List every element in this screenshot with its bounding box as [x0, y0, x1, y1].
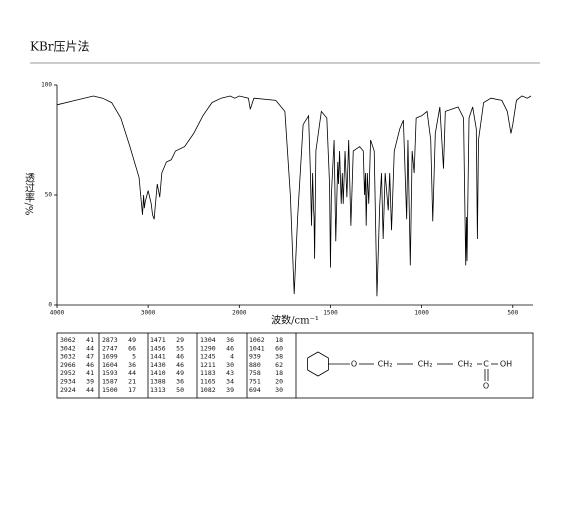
- peak-wavenumber: 1313: [150, 386, 166, 394]
- peak-transmittance: 30: [226, 361, 234, 369]
- peak-wavenumber: 1500: [102, 386, 118, 394]
- peak-transmittance: 46: [226, 344, 234, 352]
- peak-wavenumber: 1388: [150, 378, 166, 386]
- peak-transmittance: 36: [226, 336, 234, 344]
- peak-wavenumber: 2952: [60, 369, 76, 377]
- peak-transmittance: 21: [128, 378, 136, 386]
- peak-transmittance: 18: [275, 369, 283, 377]
- peak-wavenumber: 751: [249, 378, 261, 386]
- x-axis-label: 波数/cm⁻¹: [271, 314, 319, 327]
- peak-transmittance: 44: [86, 386, 94, 394]
- peak-transmittance: 46: [176, 353, 184, 361]
- peak-wavenumber: 1471: [150, 336, 166, 344]
- peak-wavenumber: 1211: [200, 361, 216, 369]
- peak-wavenumber: 1082: [200, 386, 216, 394]
- peak-transmittance: 47: [86, 353, 94, 361]
- peak-wavenumber: 758: [249, 369, 261, 377]
- peak-wavenumber: 2747: [102, 344, 118, 352]
- peak-transmittance: 55: [176, 344, 184, 352]
- peak-transmittance: 50: [176, 386, 184, 394]
- peak-wavenumber: 1183: [200, 369, 216, 377]
- y-tick-label: 50: [45, 192, 53, 199]
- peak-wavenumber: 2924: [60, 386, 76, 394]
- peak-transmittance: 62: [275, 361, 283, 369]
- peak-transmittance: 18: [275, 336, 283, 344]
- peak-transmittance: 41: [86, 336, 94, 344]
- peak-transmittance: 66: [128, 344, 136, 352]
- peak-transmittance: 60: [275, 344, 283, 352]
- peak-wavenumber: 1430: [150, 361, 166, 369]
- peak-wavenumber: 1165: [200, 378, 216, 386]
- peak-transmittance: 46: [176, 361, 184, 369]
- peak-wavenumber: 694: [249, 386, 261, 394]
- peak-transmittance: 49: [176, 369, 184, 377]
- peak-wavenumber: 1456: [150, 344, 166, 352]
- peak-transmittance: 41: [86, 369, 94, 377]
- peak-wavenumber: 3042: [60, 344, 76, 352]
- x-tick-label: 2000: [232, 310, 247, 317]
- y-tick-label: 0: [48, 302, 52, 309]
- structure: [307, 351, 498, 381]
- x-tick-label: 1000: [414, 310, 429, 317]
- y-axis-label: 透过率/%: [23, 172, 35, 215]
- peak-wavenumber: 2966: [60, 361, 76, 369]
- peak-transmittance: 49: [128, 336, 136, 344]
- structure-label: CH₂: [378, 360, 393, 369]
- peak-wavenumber: 3032: [60, 353, 76, 361]
- peak-wavenumber: 1604: [102, 361, 118, 369]
- x-tick-label: 1500: [323, 310, 338, 317]
- x-tick-label: 500: [507, 310, 518, 317]
- structure-label: OH: [500, 360, 512, 369]
- peak-wavenumber: 1587: [102, 378, 118, 386]
- peak-wavenumber: 1304: [200, 336, 216, 344]
- benzene-ring: [307, 351, 329, 377]
- peak-transmittance: 46: [86, 361, 94, 369]
- peak-transmittance: 44: [86, 344, 94, 352]
- structure-label: CH₂: [418, 360, 433, 369]
- peak-transmittance: 5: [132, 353, 136, 361]
- peak-wavenumber: 3062: [60, 336, 76, 344]
- chart-title: KBr压片法: [30, 40, 90, 54]
- spectrum-line: [56, 95, 532, 297]
- peak-transmittance: 36: [128, 361, 136, 369]
- peak-wavenumber: 1062: [249, 336, 265, 344]
- peak-transmittance: 39: [226, 386, 234, 394]
- peak-transmittance: 30: [275, 386, 283, 394]
- y-tick-label: 100: [41, 82, 52, 89]
- peak-wavenumber: 1041: [249, 344, 265, 352]
- peak-wavenumber: 1245: [200, 353, 216, 361]
- peak-wavenumber: 1410: [150, 369, 166, 377]
- peak-transmittance: 44: [128, 369, 136, 377]
- x-tick-label: 4000: [50, 310, 65, 317]
- peak-wavenumber: 1593: [102, 369, 118, 377]
- peak-transmittance: 43: [226, 369, 234, 377]
- structure-label: O: [351, 360, 357, 369]
- peak-transmittance: 20: [275, 378, 283, 386]
- peak-wavenumber: 939: [249, 353, 261, 361]
- x-tick-label: 3000: [141, 310, 156, 317]
- peak-wavenumber: 1290: [200, 344, 216, 352]
- peak-transmittance: 29: [176, 336, 184, 344]
- peak-wavenumber: 1441: [150, 353, 166, 361]
- peak-wavenumber: 880: [249, 361, 261, 369]
- peak-wavenumber: 2934: [60, 378, 76, 386]
- peak-transmittance: 36: [176, 378, 184, 386]
- peak-transmittance: 39: [86, 378, 94, 386]
- peak-transmittance: 34: [226, 378, 234, 386]
- structure-label: C: [483, 360, 489, 369]
- table-frame: [56, 332, 534, 399]
- peak-wavenumber: 1699: [102, 353, 118, 361]
- structure-label: CH₂: [458, 360, 473, 369]
- peak-transmittance: 4: [230, 353, 234, 361]
- peak-transmittance: 17: [128, 386, 136, 394]
- structure-label: O: [483, 382, 489, 391]
- peak-wavenumber: 2873: [102, 336, 118, 344]
- peak-transmittance: 38: [275, 353, 283, 361]
